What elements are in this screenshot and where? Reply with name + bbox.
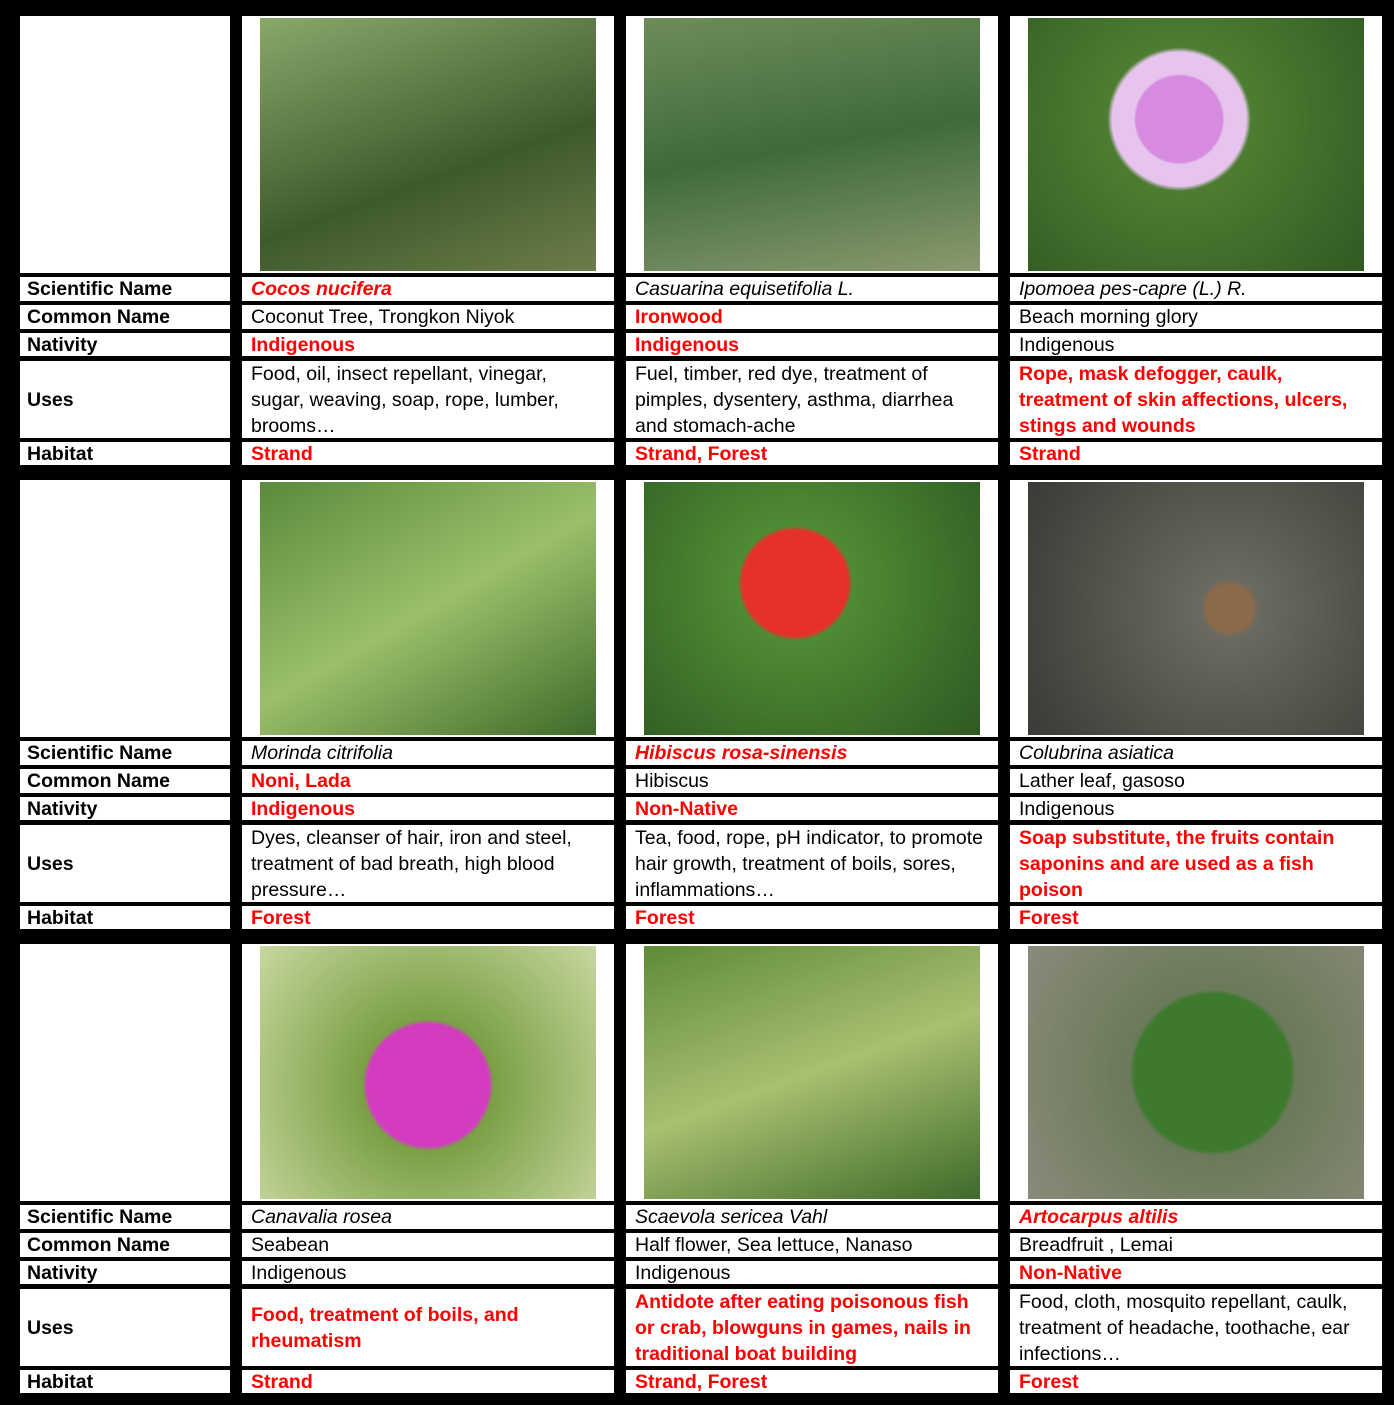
field-value: Strand — [1010, 442, 1382, 465]
row-label: Habitat — [20, 442, 230, 465]
field-value: Indigenous — [626, 1261, 998, 1284]
field-value: Non-Native — [626, 797, 998, 820]
field-value: Food, treatment of boils, and rheumatism — [242, 1289, 614, 1366]
field-value: Dyes, cleanser of hair, iron and steel, … — [242, 825, 614, 902]
row-label: Nativity — [20, 797, 230, 820]
field-value: Ipomoea pes-capre (L.) R. — [1010, 277, 1382, 301]
plant-photo — [1028, 18, 1364, 271]
plant-photo — [1028, 482, 1364, 735]
plant-photo — [260, 18, 596, 271]
row-label: Scientific Name — [20, 1205, 230, 1229]
plant-photo — [1028, 946, 1364, 1199]
row-label: Scientific Name — [20, 741, 230, 765]
field-value: Artocarpus altilis — [1010, 1205, 1382, 1229]
field-value: Beach morning glory — [1010, 305, 1382, 329]
field-value: Ironwood — [626, 305, 998, 329]
row-label: Common Name — [20, 1233, 230, 1257]
field-value: Noni, Lada — [242, 769, 614, 793]
header-blank — [20, 480, 230, 737]
field-value: Seabean — [242, 1233, 614, 1257]
field-value: Tea, food, rope, pH indicator, to promot… — [626, 825, 998, 902]
field-value: Half flower, Sea lettuce, Nanaso — [626, 1233, 998, 1257]
field-value: Hibiscus — [626, 769, 998, 793]
field-value: Lather leaf, gasoso — [1010, 769, 1382, 793]
field-value: Hibiscus rosa-sinensis — [626, 741, 998, 765]
plant-photo — [644, 482, 980, 735]
field-value: Casuarina equisetifolia L. — [626, 277, 998, 301]
field-value: Indigenous — [242, 1261, 614, 1284]
field-value: Antidote after eating poisonous fish or … — [626, 1289, 998, 1366]
field-value: Non-Native — [1010, 1261, 1382, 1284]
field-value: Fuel, timber, red dye, treatment of pimp… — [626, 361, 998, 438]
row-label: Nativity — [20, 1261, 230, 1284]
field-value: Indigenous — [1010, 333, 1382, 356]
plant-photo — [260, 946, 596, 1199]
plant-photo — [644, 946, 980, 1199]
field-value: Coconut Tree, Trongkon Niyok — [242, 305, 614, 329]
field-value: Forest — [626, 906, 998, 929]
row-label: Uses — [20, 361, 230, 438]
plant-photo — [644, 18, 980, 271]
field-value: Forest — [1010, 1370, 1382, 1393]
field-value: Strand — [242, 442, 614, 465]
field-value: Strand — [242, 1370, 614, 1393]
field-value: Soap substitute, the fruits contain sapo… — [1010, 825, 1382, 902]
field-value: Cocos nucifera — [242, 277, 614, 301]
row-label: Common Name — [20, 769, 230, 793]
row-label: Scientific Name — [20, 277, 230, 301]
field-value: Scaevola sericea Vahl — [626, 1205, 998, 1229]
field-value: Food, cloth, mosquito repellant, caulk, … — [1010, 1289, 1382, 1366]
header-blank — [20, 944, 230, 1201]
row-label: Nativity — [20, 333, 230, 356]
row-label: Habitat — [20, 1370, 230, 1393]
field-value: Rope, mask defogger, caulk, treatment of… — [1010, 361, 1382, 438]
field-value: Strand, Forest — [626, 442, 998, 465]
field-value: Food, oil, insect repellant, vinegar, su… — [242, 361, 614, 438]
row-label: Uses — [20, 825, 230, 902]
row-label: Common Name — [20, 305, 230, 329]
field-value: Morinda citrifolia — [242, 741, 614, 765]
field-value: Forest — [242, 906, 614, 929]
field-value: Forest — [1010, 906, 1382, 929]
field-value: Indigenous — [242, 333, 614, 356]
field-value: Indigenous — [1010, 797, 1382, 820]
header-blank — [20, 16, 230, 273]
field-value: Strand, Forest — [626, 1370, 998, 1393]
field-value: Colubrina asiatica — [1010, 741, 1382, 765]
field-value: Indigenous — [626, 333, 998, 356]
field-value: Indigenous — [242, 797, 614, 820]
row-label: Uses — [20, 1289, 230, 1366]
plant-photo — [260, 482, 596, 735]
row-label: Habitat — [20, 906, 230, 929]
field-value: Breadfruit , Lemai — [1010, 1233, 1382, 1257]
field-value: Canavalia rosea — [242, 1205, 614, 1229]
